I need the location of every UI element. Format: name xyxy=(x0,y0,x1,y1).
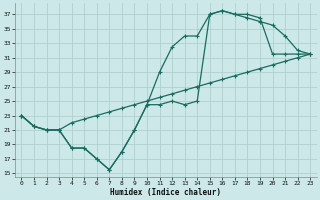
X-axis label: Humidex (Indice chaleur): Humidex (Indice chaleur) xyxy=(110,188,221,197)
